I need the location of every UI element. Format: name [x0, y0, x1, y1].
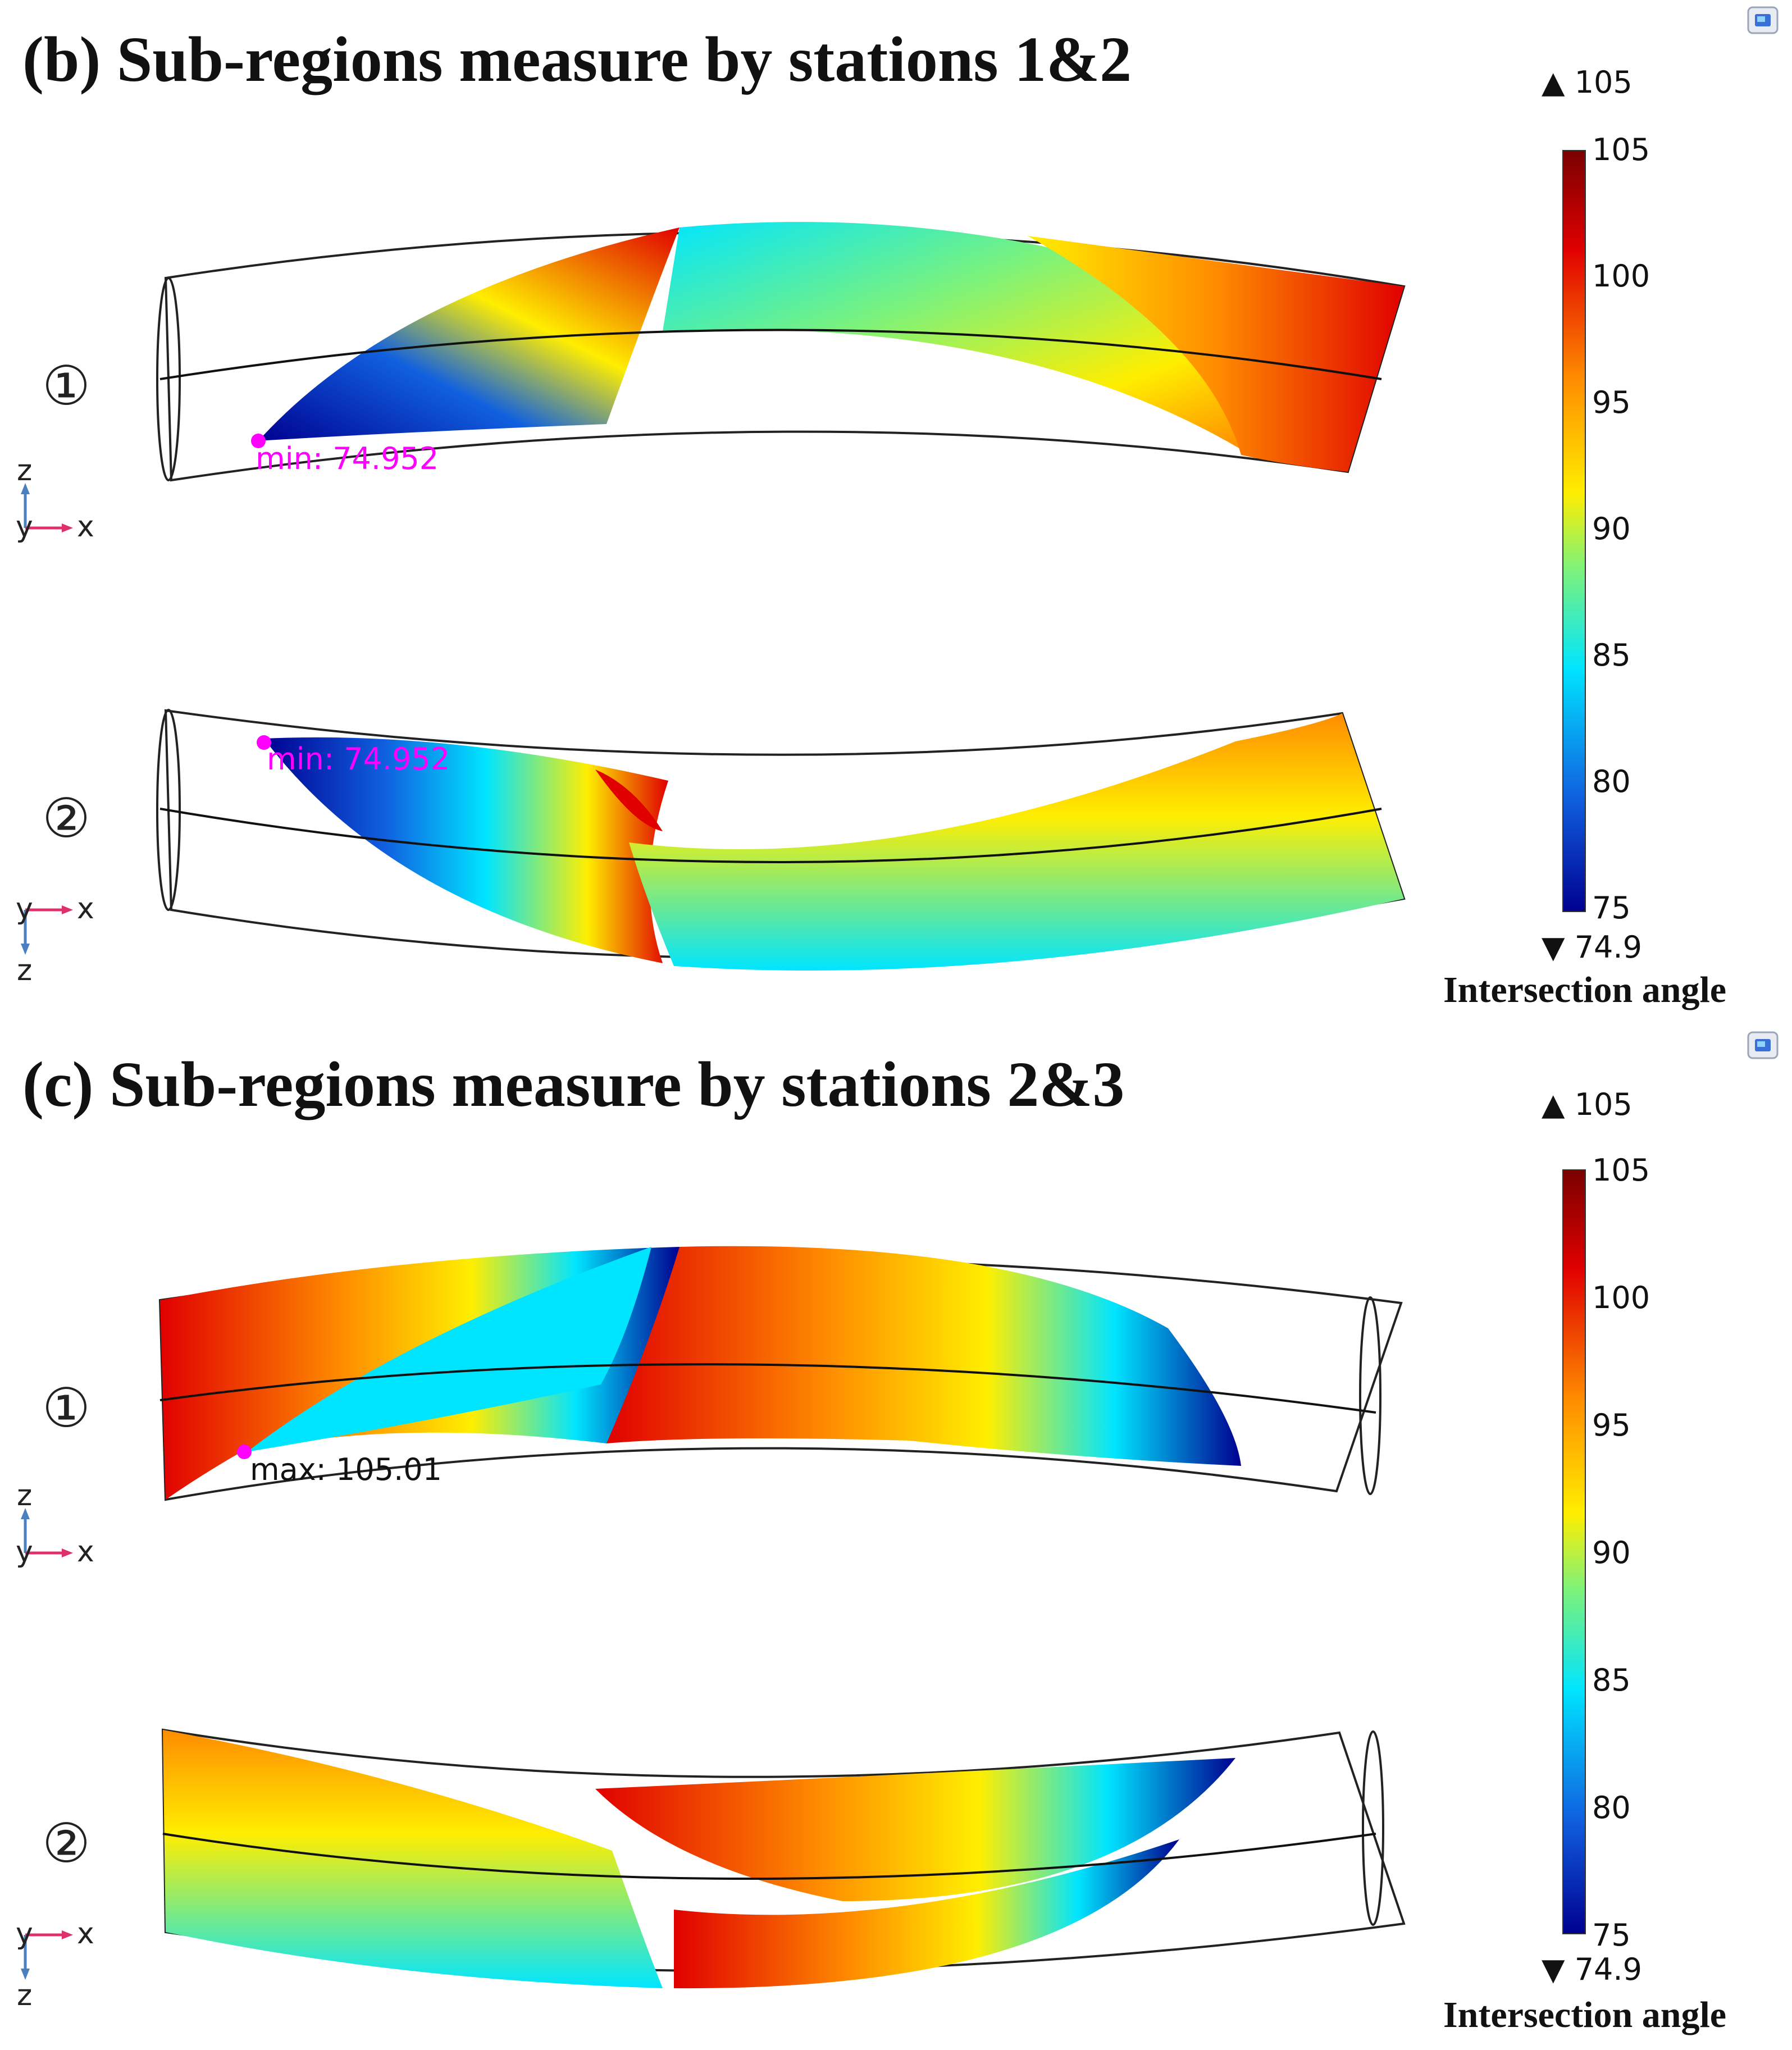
surface-patch — [674, 1839, 1179, 1989]
colorbar-tick: 75 — [1592, 890, 1631, 926]
min-marker — [257, 735, 271, 750]
view-cube-icon[interactable] — [1747, 1031, 1779, 1060]
colorbar-tick: 100 — [1592, 258, 1650, 294]
panel-title: (b) Sub-regions measure by stations 1&2 — [22, 24, 1132, 95]
colorbar-tick: 105 — [1592, 132, 1650, 167]
axis-x-label: x — [77, 510, 94, 544]
axis-y-label: y — [16, 510, 33, 544]
view-1-axis-triad: z y x — [16, 1479, 94, 1569]
panel-c-scene: max: 105.01 ① z y x ② y — [16, 1087, 1650, 2012]
view-2-geometry: min: 74.952 ② — [42, 709, 1406, 971]
colorbar-tick: 75 — [1592, 1917, 1631, 1953]
surface-patch — [629, 713, 1404, 971]
axis-x-label: x — [77, 892, 94, 926]
colorbar-caption: Intersection angle — [1443, 969, 1727, 1010]
axis-x-label: x — [77, 1917, 94, 1951]
centre-line — [162, 1833, 1376, 1880]
colorbar-gradient — [1562, 150, 1586, 912]
colorbar-max-label: ▲ 105 — [1542, 1087, 1633, 1122]
view-2-axis-triad: y x z — [16, 1917, 94, 2012]
colorbar-tick: 80 — [1592, 1790, 1631, 1825]
axis-x-label: x — [77, 1535, 94, 1569]
view-2-geometry: ② — [42, 1728, 1406, 1989]
colorbar-min-label: ▼ 74.9 — [1542, 1952, 1642, 1987]
colorbar-tick: 95 — [1592, 385, 1631, 420]
colorbar-tick: 90 — [1592, 511, 1631, 546]
view-1-axis-triad: z y x — [16, 454, 94, 544]
centre-line — [159, 808, 1382, 863]
colorbar-tick: 80 — [1592, 764, 1631, 799]
tube-end-ellipse — [1359, 1296, 1381, 1495]
view-number: ① — [42, 1377, 90, 1439]
colorbar-tick: 105 — [1592, 1152, 1650, 1188]
min-marker — [251, 434, 266, 448]
axis-z-label: z — [17, 954, 32, 987]
view-number: ② — [42, 787, 90, 850]
axis-y-label: y — [16, 892, 33, 926]
view-number: ① — [42, 354, 90, 417]
colorbar-tick: 85 — [1592, 1662, 1631, 1698]
panel-title: (c) Sub-regions measure by stations 2&3 — [22, 1049, 1125, 1120]
colorbar-tick: 85 — [1592, 637, 1631, 673]
view-number: ② — [42, 1812, 90, 1875]
colorbar-tick: 95 — [1592, 1407, 1631, 1443]
panel-b-scene: min: 74.952 ① z y x min: 74.952 ② — [16, 65, 1650, 987]
view-2-axis-triad: y x z — [16, 892, 94, 987]
colorbar-min-label: ▼ 74.9 — [1542, 930, 1642, 965]
tube-end-ellipse — [156, 277, 181, 481]
surface-patch — [607, 1246, 1241, 1466]
axis-y-label: y — [16, 1917, 33, 1951]
surface-patch — [258, 227, 680, 441]
min-annotation: min: 74.952 — [267, 741, 450, 777]
centre-line — [159, 1363, 1376, 1414]
colorbar-tick: 90 — [1592, 1535, 1631, 1570]
surface-patch — [1028, 236, 1404, 472]
surface-patch — [163, 1730, 663, 1988]
colorbar-max-label: ▲ 105 — [1542, 65, 1633, 100]
surface-patch — [264, 737, 668, 963]
panel-b: (b) Sub-regions measure by stations 1&2 … — [16, 6, 1779, 1010]
centre-line — [159, 329, 1382, 380]
axis-y-label: y — [16, 1535, 33, 1569]
view-1-geometry: max: 105.01 ① — [42, 1246, 1403, 1501]
colorbar-tick: 100 — [1592, 1280, 1650, 1315]
max-annotation: max: 105.01 — [250, 1452, 442, 1487]
surface-patch — [247, 1247, 651, 1452]
axis-z-label: z — [17, 1979, 32, 2012]
colorbar-caption: Intersection angle — [1443, 1994, 1727, 2035]
colorbar-gradient — [1562, 1169, 1586, 1934]
axis-z-label: z — [17, 1479, 32, 1513]
tube-end-ellipse — [1362, 1730, 1384, 1926]
min-annotation: min: 74.952 — [256, 441, 439, 476]
max-marker — [237, 1445, 252, 1459]
view-1-geometry: min: 74.952 ① — [42, 222, 1406, 482]
view-cube-icon[interactable] — [1747, 6, 1779, 35]
surface-patch — [595, 769, 663, 831]
colorbar: ▲ 105 105 100 95 90 85 80 75 ▼ 74.9 — [1542, 1087, 1650, 1987]
tube-end-ellipse — [156, 709, 181, 911]
panel-c: (c) Sub-regions measure by stations 2&3 … — [0, 1025, 1792, 2050]
axis-z-label: z — [17, 454, 32, 488]
colorbar: ▲ 105 105 100 95 90 85 80 75 ▼ 74.9 — [1542, 65, 1650, 965]
